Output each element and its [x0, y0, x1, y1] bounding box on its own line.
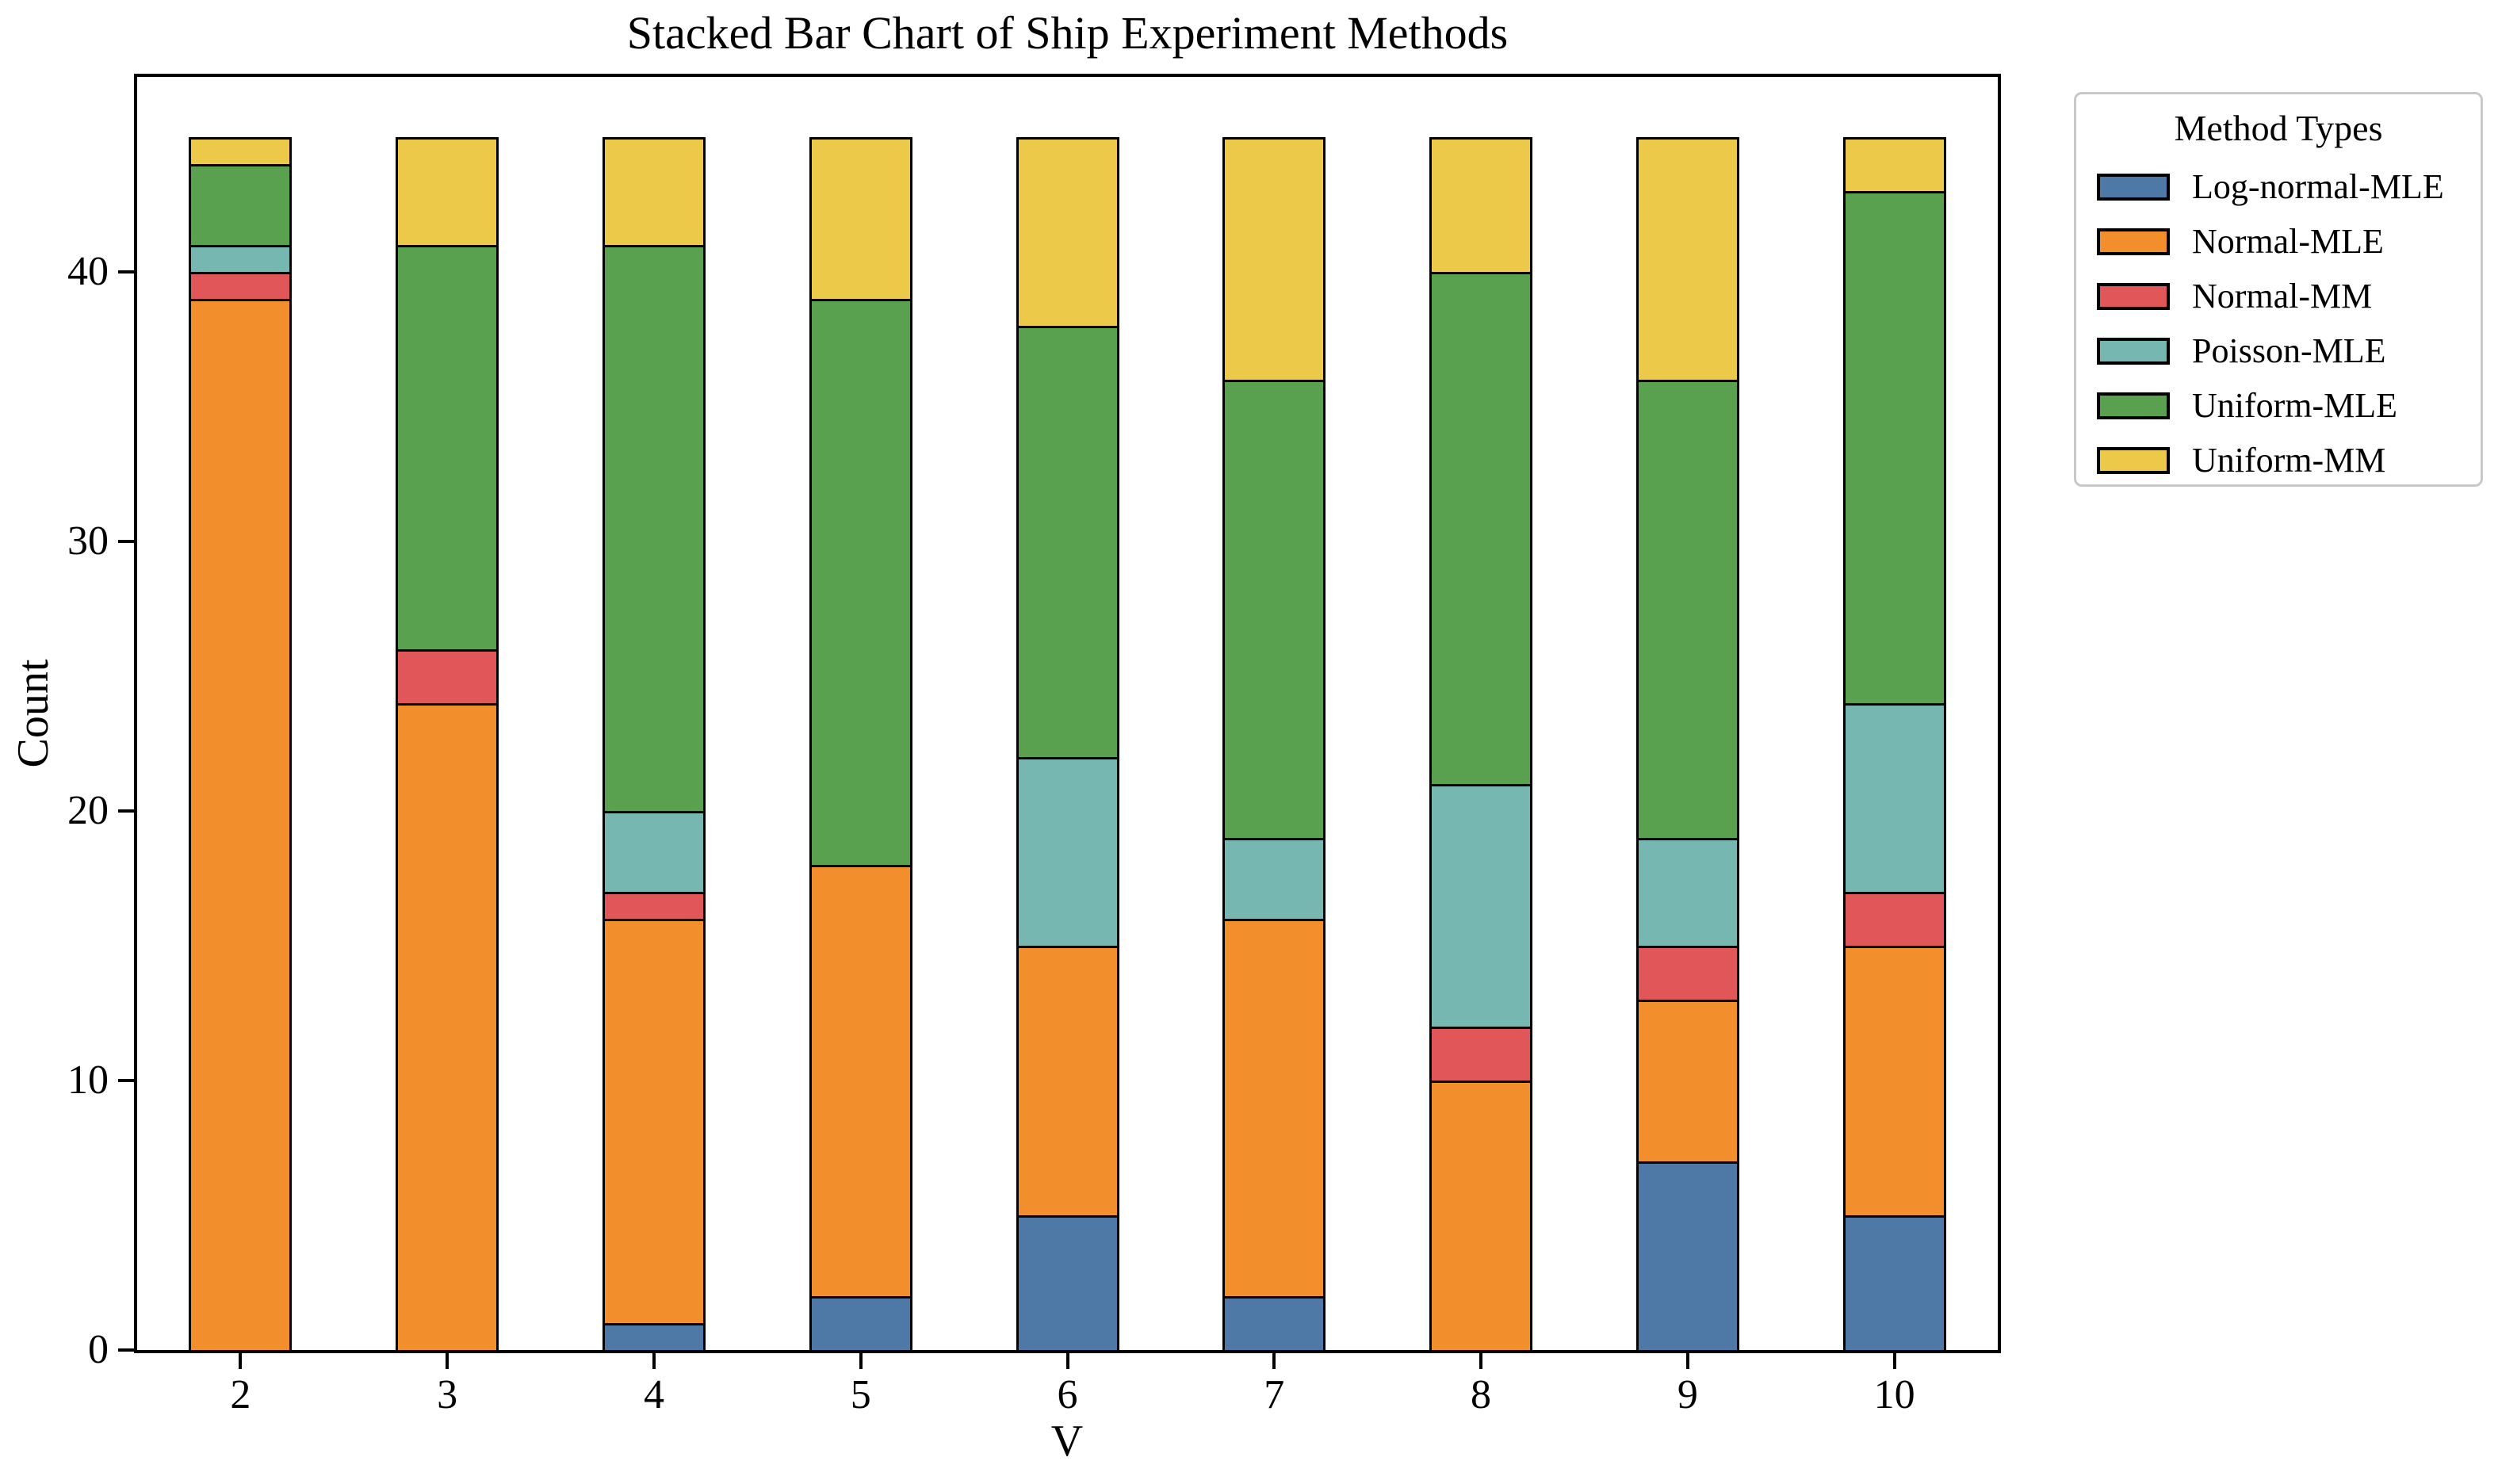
bar-segment-v6-uniform-mle	[1016, 326, 1119, 760]
bar-segment-v6-log-normal-mle	[1016, 1215, 1119, 1352]
y-tick-label-30: 30	[67, 518, 109, 564]
x-tick-label-4: 4	[643, 1372, 664, 1417]
x-tick-label-6: 6	[1057, 1372, 1078, 1417]
bar-segment-v10-uniform-mle	[1842, 191, 1946, 706]
legend-label-normal-mle: Normal-MLE	[2192, 222, 2384, 261]
bar-segment-v4-normal-mle	[602, 919, 706, 1325]
legend-item-poisson-mle: Poisson-MLE	[2097, 323, 2460, 378]
y-tick-label-40: 40	[67, 249, 109, 295]
x-tick-mark-3	[446, 1353, 449, 1369]
bar-segment-v6-normal-mle	[1016, 946, 1119, 1218]
bar-segment-v7-normal-mle	[1222, 919, 1326, 1298]
x-tick-mark-5	[859, 1353, 863, 1369]
y-tick-label-10: 10	[67, 1058, 109, 1103]
bar-segment-v9-log-normal-mle	[1635, 1161, 1739, 1352]
x-tick-mark-6	[1065, 1353, 1069, 1369]
y-tick-label-20: 20	[67, 788, 109, 834]
y-axis-label: Count	[9, 659, 58, 768]
x-tick-mark-8	[1479, 1353, 1483, 1369]
x-tick-label-5: 5	[850, 1372, 871, 1417]
bar-segment-v10-log-normal-mle	[1842, 1215, 1946, 1352]
x-axis-label: V	[1050, 1417, 1084, 1466]
bar-segment-v2-uniform-mm	[189, 137, 293, 167]
bar-segment-v5-normal-mle	[809, 865, 912, 1299]
bar-segment-v3-normal-mle	[396, 703, 499, 1352]
bar-segment-v3-normal-mm	[396, 649, 499, 706]
bar-segment-v9-uniform-mle	[1635, 380, 1739, 841]
bar-segment-v10-normal-mle	[1842, 946, 1946, 1218]
bar-segment-v4-poisson-mle	[602, 811, 706, 895]
legend-title: Method Types	[2174, 108, 2383, 148]
bar-segment-v2-poisson-mle	[189, 245, 293, 275]
x-tick-label-10: 10	[1873, 1372, 1915, 1417]
x-tick-mark-9	[1685, 1353, 1689, 1369]
bar-segment-v4-uniform-mm	[602, 137, 706, 248]
bar-segment-v9-uniform-mm	[1635, 137, 1739, 383]
bar-segment-v8-uniform-mm	[1429, 137, 1533, 275]
bar-segment-v8-normal-mm	[1429, 1027, 1533, 1084]
y-tick-mark-40	[118, 270, 134, 274]
bar-segment-v5-uniform-mle	[809, 299, 912, 868]
x-tick-label-9: 9	[1677, 1372, 1698, 1417]
bar-segment-v2-normal-mm	[189, 272, 293, 302]
bar-segment-v2-normal-mle	[189, 299, 293, 1352]
x-tick-mark-4	[652, 1353, 656, 1369]
legend-label-uniform-mm: Uniform-MM	[2192, 441, 2386, 480]
x-tick-mark-7	[1272, 1353, 1276, 1369]
bar-segment-v6-poisson-mle	[1016, 757, 1119, 949]
legend-items: Log-normal-MLE Normal-MLE Normal-MM Poisson…	[2097, 159, 2460, 488]
legend: Method Types Log-normal-MLE Normal-MLE Nor…	[2074, 92, 2483, 487]
bar-segment-v9-poisson-mle	[1635, 838, 1739, 949]
bar-segment-v4-uniform-mle	[602, 245, 706, 814]
x-tick-mark-2	[239, 1353, 243, 1369]
bar-segment-v4-log-normal-mle	[602, 1323, 706, 1352]
x-tick-label-7: 7	[1264, 1372, 1285, 1417]
bar-segment-v6-uniform-mm	[1016, 137, 1119, 329]
bar-segment-v3-uniform-mm	[396, 137, 499, 248]
legend-label-uniform-mle: Uniform-MLE	[2192, 386, 2398, 425]
x-tick-label-2: 2	[230, 1372, 251, 1417]
bar-segment-v8-normal-mle	[1429, 1080, 1533, 1352]
bar-segment-v5-log-normal-mle	[809, 1296, 912, 1352]
chart-title: Stacked Bar Chart of Ship Experiment Met…	[626, 7, 1509, 59]
bar-segment-v4-normal-mm	[602, 892, 706, 922]
bar-segment-v7-uniform-mle	[1222, 380, 1326, 841]
y-tick-label-0: 0	[88, 1327, 109, 1372]
legend-swatch-uniform-mm	[2097, 446, 2170, 474]
legend-label-log-normal-mle: Log-normal-MLE	[2192, 167, 2444, 206]
legend-label-normal-mm: Normal-MM	[2192, 277, 2373, 316]
bar-segment-v10-normal-mm	[1842, 892, 1946, 949]
x-tick-mark-10	[1892, 1353, 1896, 1369]
bar-segment-v8-poisson-mle	[1429, 784, 1533, 1030]
legend-swatch-poisson-mle	[2097, 337, 2170, 365]
x-tick-label-8: 8	[1471, 1372, 1492, 1417]
y-tick-mark-0	[118, 1348, 134, 1352]
y-tick-mark-30	[118, 540, 134, 544]
bar-segment-v9-normal-mm	[1635, 946, 1739, 1003]
legend-item-uniform-mm: Uniform-MM	[2097, 433, 2460, 488]
bar-segment-v8-uniform-mle	[1429, 272, 1533, 787]
legend-item-log-normal-mle: Log-normal-MLE	[2097, 159, 2460, 214]
legend-item-uniform-mle: Uniform-MLE	[2097, 378, 2460, 433]
bar-segment-v5-uniform-mm	[809, 137, 912, 302]
bar-segment-v7-poisson-mle	[1222, 838, 1326, 922]
legend-label-poisson-mle: Poisson-MLE	[2192, 331, 2386, 370]
legend-swatch-normal-mm	[2097, 282, 2170, 310]
bar-segment-v7-uniform-mm	[1222, 137, 1326, 383]
bar-segment-v9-normal-mle	[1635, 1000, 1739, 1165]
legend-swatch-uniform-mle	[2097, 392, 2170, 419]
legend-item-normal-mm: Normal-MM	[2097, 269, 2460, 323]
bar-segment-v10-uniform-mm	[1842, 137, 1946, 194]
x-tick-label-3: 3	[437, 1372, 458, 1417]
y-tick-mark-10	[118, 1079, 134, 1083]
bar-segment-v7-log-normal-mle	[1222, 1296, 1326, 1352]
legend-swatch-normal-mle	[2097, 228, 2170, 255]
legend-item-normal-mle: Normal-MLE	[2097, 214, 2460, 269]
legend-swatch-log-normal-mle	[2097, 173, 2170, 201]
y-tick-mark-20	[118, 809, 134, 813]
bar-segment-v10-poisson-mle	[1842, 703, 1946, 895]
bar-segment-v2-uniform-mle	[189, 164, 293, 248]
bar-segment-v3-uniform-mle	[396, 245, 499, 652]
